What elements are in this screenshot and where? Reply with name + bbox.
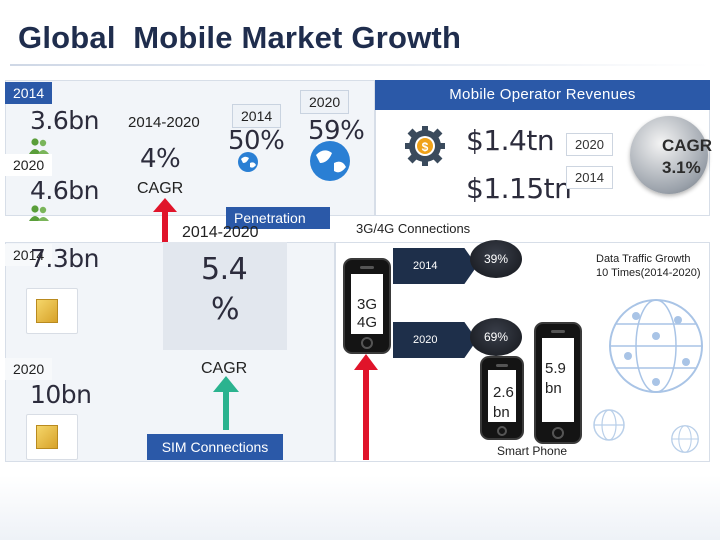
- revenue-2020-value: $1.4tn: [466, 124, 555, 157]
- sim-connections-label: SIM Connections: [147, 434, 283, 460]
- title-divider: [10, 64, 710, 66]
- sim-cagr-label: CAGR: [201, 360, 248, 377]
- subscribers-2014-value: 3.6bn: [30, 106, 99, 135]
- connections-year-2014: 2014: [393, 248, 477, 284]
- phone-label-3g: 3G: [357, 296, 378, 313]
- revenue-cagr-line1: CAGR: [662, 136, 713, 155]
- penetration-label: Penetration: [226, 207, 330, 229]
- revenue-header: Mobile Operator Revenues: [375, 80, 710, 110]
- connections-pct-2014: 39%: [470, 240, 522, 278]
- smartphone-2020-icon: [534, 322, 582, 444]
- revenue-cagr-line2: 3.1%: [662, 158, 701, 177]
- penetration-year-2014: 2014: [232, 104, 282, 128]
- sim-year-2014: 2014: [5, 244, 53, 266]
- globe-icon: [310, 141, 350, 181]
- sim-year-2020: 2020: [5, 358, 53, 380]
- traffic-line1: Data Traffic Growth: [596, 253, 691, 265]
- smartphone-2020-line1: 5.9: [545, 360, 566, 377]
- penetration-2014-value: 50%: [228, 126, 285, 156]
- phone-icon: [343, 258, 391, 354]
- people-icon: [29, 205, 49, 221]
- sim-cagr-box: [163, 242, 287, 350]
- users-cagr-period: 2014-2020: [128, 114, 200, 131]
- revenue-year-2014: 2014: [566, 166, 613, 189]
- red-up-arrow-icon: [354, 354, 378, 460]
- sim-2020-value: 10bn: [30, 380, 92, 409]
- sim-card-icon: [26, 414, 78, 460]
- network-globe-icon: [593, 409, 625, 441]
- sim-2014-value: 7.3bn: [30, 244, 99, 273]
- sim-cagr-period: 2014-2020: [182, 224, 259, 241]
- smartphone-2014-icon: [480, 356, 524, 440]
- page-title: Global Mobile Market Growth: [18, 20, 462, 55]
- year-tag-2020: 2020: [5, 154, 53, 176]
- subscribers-2020-value: 4.6bn: [30, 176, 99, 205]
- smartphone-2014-line2: bn: [493, 404, 510, 421]
- traffic-line2: 10 Times(2014-2020): [596, 267, 701, 279]
- phone-label-4g: 4G: [357, 314, 378, 331]
- connections-year-2020: 2020: [393, 322, 477, 358]
- connections-header: 3G/4G Connections: [352, 220, 475, 237]
- sim-card-icon: [26, 288, 78, 334]
- globe-icon: [238, 152, 258, 172]
- smartphone-label: Smart Phone: [495, 444, 570, 458]
- connections-pct-2020: 69%: [470, 318, 522, 356]
- users-cagr-value: 4%: [140, 144, 181, 174]
- sim-cagr-value-line2: %: [211, 292, 240, 327]
- svg-text:$: $: [422, 140, 429, 154]
- penetration-year-2020: 2020: [300, 90, 350, 114]
- network-globe-icon: [671, 425, 699, 453]
- people-icon: [29, 138, 49, 154]
- revenue-cagr-badge: [630, 116, 708, 194]
- year-tag-2014: 2014: [5, 82, 53, 104]
- revenue-2014-value: $1.15tn: [466, 172, 572, 205]
- network-globe-icon: [609, 299, 703, 393]
- red-up-arrow-icon: [153, 198, 177, 242]
- penetration-2020-value: 59%: [308, 116, 365, 146]
- users-cagr-label: CAGR: [137, 180, 184, 197]
- smartphone-2014-line1: 2.6: [493, 384, 514, 401]
- teal-up-arrow-icon: [213, 376, 239, 430]
- revenue-year-2020: 2020: [566, 133, 613, 156]
- smartphone-2020-line2: bn: [545, 380, 562, 397]
- sim-cagr-value-line1: 5.4: [201, 252, 248, 287]
- money-gear-icon: $: [405, 126, 445, 166]
